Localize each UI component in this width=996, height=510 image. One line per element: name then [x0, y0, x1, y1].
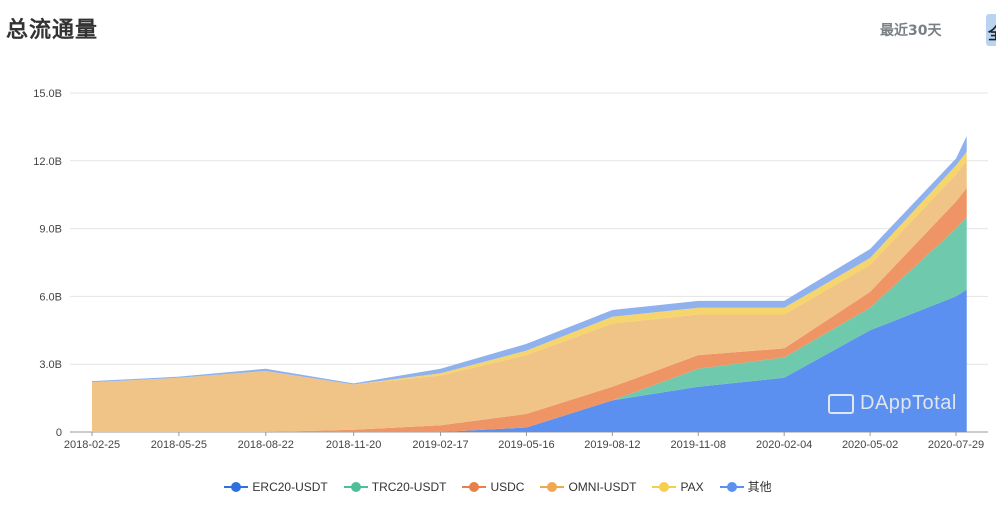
- legend-item[interactable]: TRC20-USDT: [343, 479, 447, 494]
- range-all-button[interactable]: 全: [986, 14, 996, 46]
- x-tick-label: 2018-05-25: [151, 439, 207, 451]
- legend-marker-icon: [719, 481, 744, 493]
- legend-item[interactable]: PAX: [652, 479, 704, 494]
- legend-item[interactable]: USDC: [462, 480, 524, 494]
- area-series-TRC20-USDT: [92, 217, 967, 432]
- legend-label: ERC20-USDT: [252, 479, 328, 494]
- legend-marker-icon: [224, 481, 249, 493]
- x-tick-label: 2018-11-20: [326, 439, 381, 451]
- chart-legend: ERC20-USDT TRC20-USDT USDC OMNI-USDT PAX 其他: [0, 478, 996, 496]
- legend-item[interactable]: ERC20-USDT: [224, 479, 328, 494]
- range-all-label: 全: [988, 20, 996, 44]
- x-tick-label: 2020-05-02: [842, 439, 898, 451]
- y-tick-label: 12.0B: [33, 156, 62, 168]
- legend-marker-icon: [652, 481, 677, 493]
- legend-marker-icon: [343, 481, 368, 493]
- area-series-OMNI-USDT: [92, 160, 967, 433]
- legend-label: PAX: [680, 479, 704, 494]
- legend-label: OMNI-USDT: [568, 479, 637, 494]
- y-tick-label: 15.0B: [33, 88, 62, 100]
- range-recent-30-days-button[interactable]: 最近30天: [880, 23, 942, 39]
- x-tick-label: 2019-05-16: [498, 439, 554, 451]
- y-tick-label: 0: [56, 427, 62, 439]
- legend-marker-icon: [540, 481, 565, 493]
- legend-label: USDC: [490, 479, 525, 494]
- watermark-text: DAppTotal: [860, 392, 957, 414]
- legend-label: 其他: [747, 480, 772, 494]
- x-tick-label: 2018-02-25: [64, 439, 120, 451]
- x-tick-label: 2020-07-29: [928, 439, 984, 451]
- watermark: DAppTotal: [828, 392, 957, 415]
- x-tick-label: 2018-08-22: [238, 439, 294, 451]
- y-tick-label: 3.0B: [39, 359, 62, 371]
- dapptotal-logo-icon: [828, 393, 854, 414]
- x-tick-label: 2019-11-08: [671, 439, 726, 451]
- y-tick-label: 9.0B: [39, 224, 62, 236]
- x-tick-label: 2020-02-04: [756, 439, 812, 451]
- area-series-ERC20-USDT: [92, 289, 967, 432]
- x-tick-label: 2019-08-12: [584, 439, 640, 451]
- x-tick-label: 2019-02-17: [412, 439, 468, 451]
- legend-item[interactable]: 其他: [719, 478, 772, 495]
- page-title: 总流通量: [6, 18, 99, 43]
- legend-marker-icon: [462, 481, 487, 493]
- y-tick-label: 6.0B: [39, 291, 62, 303]
- legend-label: TRC20-USDT: [371, 479, 447, 494]
- legend-item[interactable]: OMNI-USDT: [540, 480, 636, 494]
